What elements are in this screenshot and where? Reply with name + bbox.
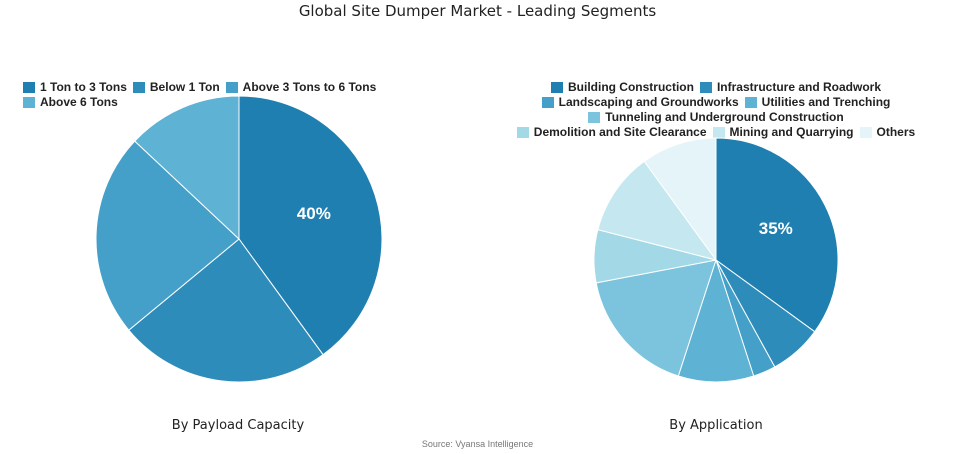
pie-slice-tunneling-and-underground-construction xyxy=(595,259,717,377)
legend-swatch xyxy=(23,81,35,93)
legend-swatch xyxy=(516,126,529,138)
caption-application: By Application xyxy=(669,418,763,433)
legend-label: Utilities and Trenching xyxy=(761,95,891,109)
legend-swatch xyxy=(744,96,757,108)
legend-label: Landscaping and Groundworks xyxy=(558,95,739,109)
pie-slice-mining-and-quarrying xyxy=(597,160,718,261)
legend-swatch xyxy=(859,126,872,138)
pie-slice-above-6-tons xyxy=(134,95,240,241)
legend-swatch xyxy=(588,111,601,123)
legend-item-mining-and-quarrying: Mining and Quarrying xyxy=(712,125,854,139)
chart-title: Global Site Dumper Market - Leading Segm… xyxy=(298,2,657,20)
caption-payload-capacity: By Payload Capacity xyxy=(171,418,305,433)
legend-label: 1 Ton to 3 Tons xyxy=(40,80,127,94)
legend-swatch xyxy=(699,81,712,93)
legend-swatch xyxy=(550,81,563,93)
legend-payload-capacity: 1 Ton to 3 Tons Below 1 Ton Above 3 Tons t… xyxy=(20,80,460,109)
pie-slice-building-construction xyxy=(715,137,839,333)
legend-label: Tunneling and Underground Construction xyxy=(605,110,844,124)
legend-label: Building Construction xyxy=(567,80,694,94)
slice-label-1-ton-to-3-tons: 40% xyxy=(297,204,331,223)
source-note: Source: Vyansa Intelligence xyxy=(421,439,534,449)
slice-label-building-construction: 35% xyxy=(759,219,793,238)
legend-label: Others xyxy=(876,125,916,139)
legend-item-landscaping-and-groundworks: Landscaping and Groundworks xyxy=(541,95,739,109)
pie-slice-utilities-and-trenching xyxy=(677,258,755,383)
legend-swatch xyxy=(225,81,238,93)
legend-application: Building Construction Infrastructure and … xyxy=(495,80,937,139)
legend-item-demolition-and-site-clearance: Demolition and Site Clearance xyxy=(516,125,707,139)
legend-swatch xyxy=(712,126,725,138)
pie-slice-above-3-tons-to-6-tons xyxy=(95,140,240,331)
legend-item-below-1-ton: Below 1 Ton xyxy=(132,80,220,94)
legend-label: Above 6 Tons xyxy=(40,95,118,109)
pie-slice-below-1-ton xyxy=(128,238,324,383)
legend-item-above-3-tons-to-6-tons: Above 3 Tons to 6 Tons xyxy=(225,80,377,94)
pie-slice-1-ton-to-3-tons xyxy=(238,95,383,356)
legend-label: Below 1 Ton xyxy=(149,80,220,94)
legend-label: Infrastructure and Roadwork xyxy=(716,80,881,94)
legend-item-others: Others xyxy=(859,125,916,139)
legend-swatch xyxy=(132,81,145,93)
legend-swatch xyxy=(541,96,554,108)
legend-item-infrastructure-and-roadwork: Infrastructure and Roadwork xyxy=(699,80,881,94)
legend-item-building-construction: Building Construction xyxy=(550,80,694,94)
legend-label: Mining and Quarrying xyxy=(729,125,854,139)
legend-label: Demolition and Site Clearance xyxy=(533,125,707,139)
legend-label: Above 3 Tons to 6 Tons xyxy=(242,80,377,94)
legend-swatch xyxy=(23,96,35,108)
legend-item-utilities-and-trenching: Utilities and Trenching xyxy=(744,95,891,109)
legend-item-1-ton-to-3-tons: 1 Ton to 3 Tons xyxy=(23,80,127,94)
legend-item-tunneling-and-underground-construction: Tunneling and Underground Construction xyxy=(588,110,844,124)
pie-slice-others xyxy=(643,137,717,262)
legend-item-above-6-tons: Above 6 Tons xyxy=(23,95,118,109)
